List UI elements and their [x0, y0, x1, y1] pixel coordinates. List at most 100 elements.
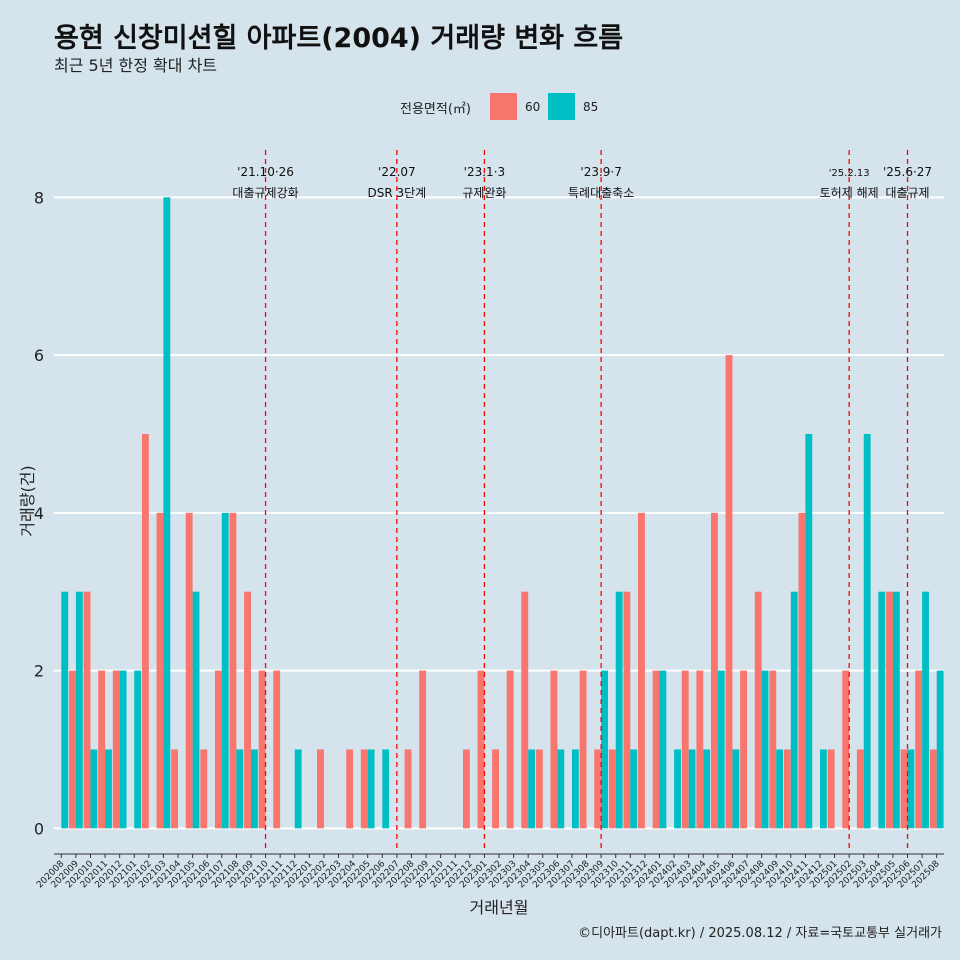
- legend-title: 전용면적(㎡): [400, 102, 471, 117]
- bar-60-202407: [740, 670, 748, 829]
- bar-60-202012: [112, 670, 120, 829]
- bar-85-202406: [732, 749, 740, 829]
- bar-85-202109: [250, 749, 258, 829]
- bar-60-202205: [360, 749, 368, 829]
- bar-60-202301: [477, 670, 485, 829]
- bar-85-202508: [936, 670, 944, 829]
- y-tick-label: 4: [34, 504, 44, 523]
- bar-85-202309: [601, 670, 608, 829]
- chart-title: 용현 신창미션힐 아파트(2004) 거래량 변화 흐름: [54, 23, 624, 54]
- bar-85-202504: [878, 591, 886, 829]
- annotation-date: '21.10·26: [237, 165, 294, 179]
- legend-swatch-85: [548, 93, 575, 120]
- bar-85-202409: [776, 749, 784, 829]
- bar-85-202310: [615, 591, 623, 829]
- bar-85-202506: [907, 749, 915, 829]
- source-caption: ©디아파트(dapt.kr) / 2025.08.12 / 자료=국토교통부 실…: [578, 926, 942, 941]
- bar-60-202505: [886, 591, 893, 829]
- bar-60-202109: [244, 591, 251, 829]
- bar-60-202204: [346, 749, 354, 829]
- bar-60-202508: [929, 749, 937, 829]
- legend: 전용면적(㎡) 60 85: [0, 93, 960, 121]
- bar-85-202012: [119, 670, 127, 829]
- x-axis-title: 거래년월: [470, 898, 529, 917]
- bar-85-202311: [630, 749, 638, 829]
- bar-60-202410: [783, 749, 791, 829]
- bar-85-202403: [688, 749, 696, 829]
- bar-60-202304: [521, 591, 529, 829]
- bar-60-202305: [535, 749, 543, 829]
- bar-85-202101: [134, 670, 142, 829]
- chart-subtitle: 최근 5년 한정 확대 차트: [54, 56, 218, 75]
- bar-60-202406: [725, 355, 733, 829]
- annotation-label: 대출규제강화: [232, 186, 298, 200]
- bar-85-202410: [790, 591, 798, 829]
- y-axis-title: 거래량(건): [18, 465, 37, 536]
- bar-60-202501: [827, 749, 835, 829]
- bar-60-202302: [492, 749, 499, 829]
- bar-60-202506: [900, 749, 908, 829]
- y-tick-label: 6: [34, 346, 44, 365]
- annotation-date: '25.2.13: [829, 168, 870, 179]
- bar-60-202105: [185, 512, 193, 829]
- annotation-label: 토허제 해제: [820, 186, 879, 200]
- y-tick-label: 2: [34, 662, 44, 681]
- bar-60-202409: [769, 670, 777, 829]
- bar-85-202011: [105, 749, 112, 829]
- bar-60-202106: [200, 749, 208, 829]
- bar-60-202408: [754, 591, 762, 829]
- bar-60-202309: [594, 749, 602, 829]
- bar-60-202308: [579, 670, 587, 829]
- bar-85-202108: [236, 749, 244, 829]
- bar-60-202503: [856, 749, 864, 829]
- annotation-label: DSR 3단계: [368, 186, 427, 200]
- bar-60-202401: [652, 670, 660, 829]
- bar-85-202304: [528, 749, 536, 829]
- bar-60-202404: [696, 670, 704, 829]
- bar-85-202503: [863, 433, 871, 829]
- y-tick-label: 0: [34, 819, 44, 838]
- bar-85-202402: [674, 749, 681, 829]
- bar-60-202212: [462, 749, 470, 829]
- bar-60-202311: [623, 591, 631, 829]
- bar-60-202110: [258, 670, 266, 829]
- legend-label-85: 85: [583, 100, 599, 114]
- bar-60-202011: [98, 670, 106, 829]
- bar-85-202507: [922, 591, 929, 829]
- bar-85-202411: [805, 433, 813, 829]
- bar-85-202412: [819, 749, 827, 829]
- bar-85-202401: [659, 670, 667, 829]
- bar-85-202103: [163, 197, 171, 829]
- bar-85-202408: [761, 670, 769, 829]
- legend-label-60: 60: [525, 100, 541, 114]
- bar-60-202403: [681, 670, 689, 829]
- bar-60-202411: [798, 512, 806, 829]
- bar-85-202306: [557, 749, 565, 829]
- bar-85-202010: [90, 749, 98, 829]
- bar-60-202208: [404, 749, 412, 829]
- bar-85-202009: [75, 591, 83, 829]
- annotation-label: 특례대출축소: [568, 186, 634, 200]
- bar-85-202112: [294, 749, 302, 829]
- bar-85-202205: [367, 749, 375, 829]
- bar-85-202307: [571, 749, 579, 829]
- bar-60-202107: [214, 670, 222, 829]
- bar-85-202008: [61, 591, 69, 829]
- annotation-date: '23.1·3: [464, 165, 505, 179]
- bar-85-202206: [382, 749, 390, 829]
- bar-60-202102: [141, 433, 149, 829]
- annotation-label: 대출규제: [885, 186, 929, 200]
- bar-60-202111: [273, 670, 281, 829]
- bar-60-202209: [419, 670, 427, 829]
- bar-85-202105: [192, 591, 200, 829]
- bar-85-202404: [703, 749, 711, 829]
- bar-60-202104: [171, 749, 179, 829]
- annotation-date: '25.6·27: [883, 165, 932, 179]
- bar-85-202107: [221, 512, 229, 829]
- bar-60-202405: [710, 512, 718, 829]
- bar-60-202507: [915, 670, 923, 829]
- bar-60-202010: [83, 591, 91, 829]
- annotation-date: '22.07: [378, 165, 416, 179]
- annotation-date: '23.9·7: [580, 165, 621, 179]
